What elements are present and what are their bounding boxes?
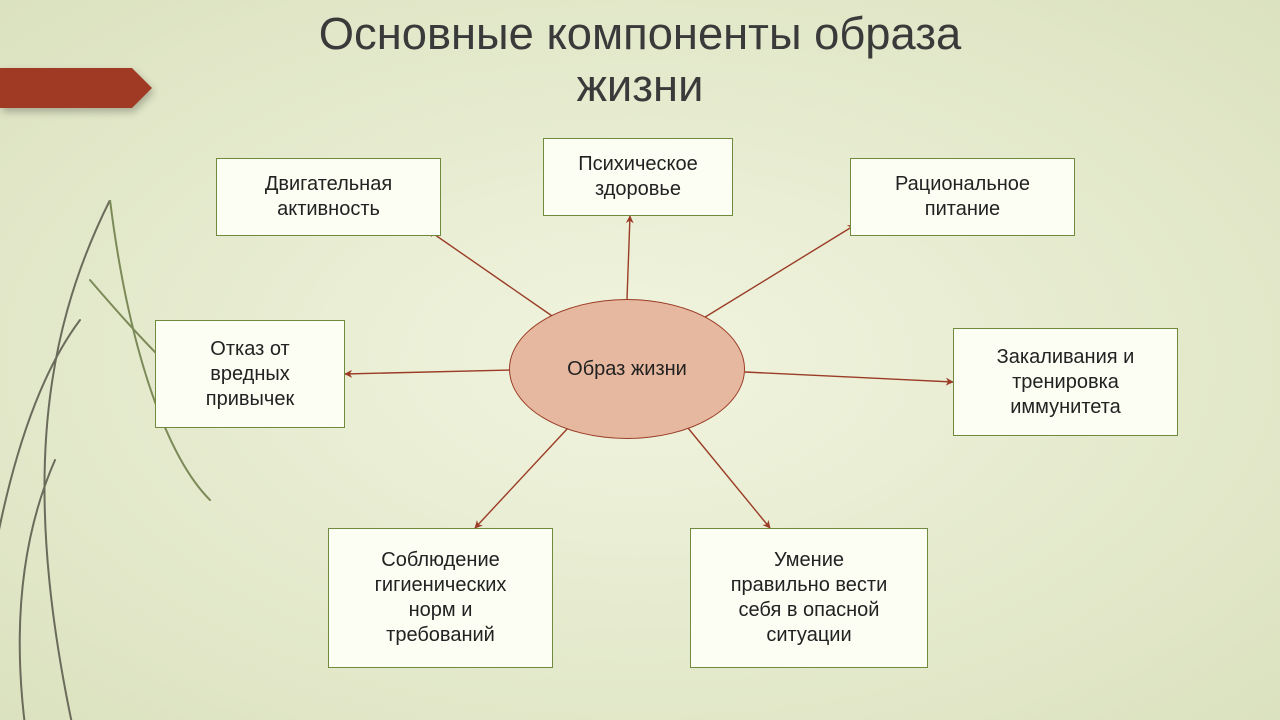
node-label: Соблюдение гигиенических норм и требован…	[375, 548, 507, 648]
center-node: Образ жизни	[509, 299, 745, 439]
center-node-label: Образ жизни	[567, 358, 687, 381]
branch-decoration	[0, 200, 220, 720]
node-label: Двигательная активность	[265, 172, 392, 222]
node-label: Умение правильно вести себя в опасной си…	[731, 548, 888, 648]
node-danger-behaviour: Умение правильно вести себя в опасной си…	[690, 528, 928, 668]
accent-ribbon-body	[0, 68, 132, 108]
node-rational-nutrition: Рациональное питание	[850, 158, 1075, 236]
page-title: Основные компоненты образа жизни	[0, 8, 1280, 112]
node-label: Психическое здоровье	[578, 152, 697, 202]
node-physical-activity: Двигательная активность	[216, 158, 441, 236]
slide-stage: Основные компоненты образа жизни Образ ж…	[0, 0, 1280, 720]
node-hygiene-norms: Соблюдение гигиенических норм и требован…	[328, 528, 553, 668]
accent-ribbon	[0, 68, 132, 108]
node-mental-health: Психическое здоровье	[543, 138, 733, 216]
node-hardening-immunity: Закаливания и тренировка иммунитета	[953, 328, 1178, 436]
node-label: Рациональное питание	[895, 172, 1030, 222]
node-label: Отказ от вредных привычек	[206, 337, 294, 412]
node-label: Закаливания и тренировка иммунитета	[997, 345, 1135, 420]
node-no-bad-habits: Отказ от вредных привычек	[155, 320, 345, 428]
accent-ribbon-tip	[132, 68, 152, 108]
